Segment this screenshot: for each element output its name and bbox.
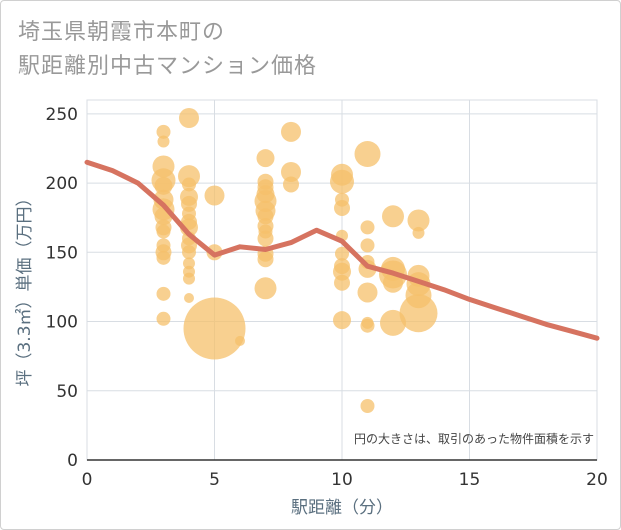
bubble-point [183, 272, 195, 285]
bubble-point [383, 272, 403, 293]
bubble-point [256, 149, 275, 168]
bubble-point [360, 238, 375, 253]
title-line-1: 埼玉県朝霞市本町の [18, 20, 226, 45]
bubble-point [182, 177, 196, 192]
bubble-point [156, 124, 171, 139]
bubble-point [183, 297, 246, 360]
x-axis-title: 駅距離（分） [291, 498, 393, 518]
bubble-point [156, 224, 171, 239]
chart-title: 埼玉県朝霞市本町の 駅距離別中古マンション価格 [18, 16, 317, 84]
x-tick-label: 0 [82, 470, 93, 490]
bubble-point [360, 220, 375, 235]
bubble-point [399, 294, 438, 333]
trend-lines [84, 159, 600, 341]
bubble-point [257, 230, 274, 247]
trend-line [84, 159, 600, 341]
bubble-point [333, 311, 351, 330]
bubble-point [157, 135, 170, 148]
bubble-point [360, 318, 375, 333]
bubble-point [156, 250, 171, 265]
bubble-point [179, 108, 199, 128]
y-tick-label: 50 [56, 382, 78, 402]
bubble-point [235, 335, 245, 346]
y-axis-title: 坪（3.3㎡）単価（万円） [15, 189, 35, 386]
bubble-point [380, 309, 406, 336]
title-line-2: 駅距離別中古マンション価格 [18, 54, 318, 79]
x-tick-label: 10 [331, 470, 353, 490]
x-tick-label: 5 [209, 470, 220, 490]
bubble-point [334, 200, 350, 216]
bubble-point [281, 162, 301, 182]
bubble-point [357, 282, 378, 303]
bubble-point [354, 141, 381, 167]
bubble-point [156, 311, 171, 326]
x-tick-label: 20 [586, 470, 608, 490]
bubble-point [204, 185, 225, 206]
bubble-size-note: 円の大きさは、取引のあった物件面積を示す [354, 431, 594, 446]
bubble-point [330, 169, 354, 194]
y-tick-label: 200 [46, 174, 78, 194]
x-tick-label: 15 [459, 470, 481, 490]
y-tick-label: 250 [46, 105, 78, 125]
y-tick-label: 0 [67, 451, 78, 471]
bubble-point [360, 399, 375, 413]
bubble-point [182, 245, 196, 260]
bubbles [151, 108, 438, 413]
bubble-point [335, 246, 349, 261]
bubble-point [254, 277, 277, 300]
bubble-point [281, 121, 301, 142]
bubble-point [156, 286, 171, 301]
bubble-point [184, 293, 194, 303]
bubble-point [183, 257, 195, 270]
bubble-point [382, 205, 404, 228]
bubble-point [154, 176, 173, 195]
bubble-point [407, 209, 430, 232]
bubble-point [283, 176, 299, 193]
y-tick-label: 100 [46, 313, 78, 333]
y-tick-label: 150 [46, 243, 78, 263]
bubble-point [412, 226, 425, 239]
bubble-point [334, 274, 350, 291]
bubble-point [257, 251, 274, 268]
